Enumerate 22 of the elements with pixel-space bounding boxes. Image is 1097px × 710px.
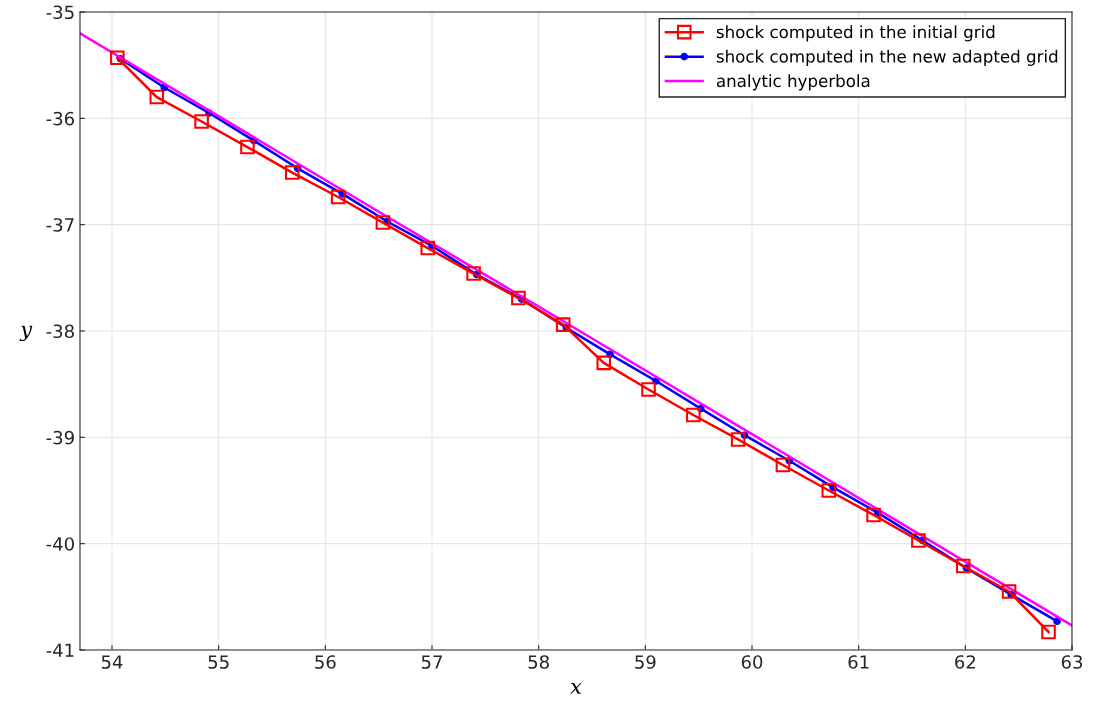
y-tick-label: -40 bbox=[46, 537, 74, 551]
x-tick-label: 56 bbox=[315, 655, 336, 669]
legend-label: shock computed in the new adapted grid bbox=[716, 49, 1058, 66]
x-tick-label: 59 bbox=[635, 655, 656, 669]
legend-label: shock computed in the initial grid bbox=[716, 25, 995, 42]
x-tick-label: 58 bbox=[528, 655, 549, 669]
x-tick-label: 57 bbox=[421, 655, 442, 669]
x-axis-title: x bbox=[570, 682, 582, 694]
x-tick-label: 60 bbox=[741, 655, 763, 669]
y-tick-label: -37 bbox=[46, 218, 74, 232]
x-tick-label: 62 bbox=[955, 655, 976, 669]
x-tick-label: 63 bbox=[1061, 655, 1083, 669]
y-tick-label: -36 bbox=[46, 111, 74, 126]
y-tick-label: -38 bbox=[46, 324, 74, 339]
x-tick-label: 54 bbox=[101, 655, 123, 669]
x-tick-label: 55 bbox=[208, 655, 229, 669]
y-tick-label: -39 bbox=[46, 430, 74, 445]
y-axis-title: y bbox=[19, 325, 33, 342]
y-tick-label: -41 bbox=[46, 643, 74, 657]
legend-label: analytic hyperbola bbox=[716, 74, 870, 91]
x-tick-label: 61 bbox=[848, 655, 869, 669]
y-tick-label: -35 bbox=[46, 5, 74, 20]
